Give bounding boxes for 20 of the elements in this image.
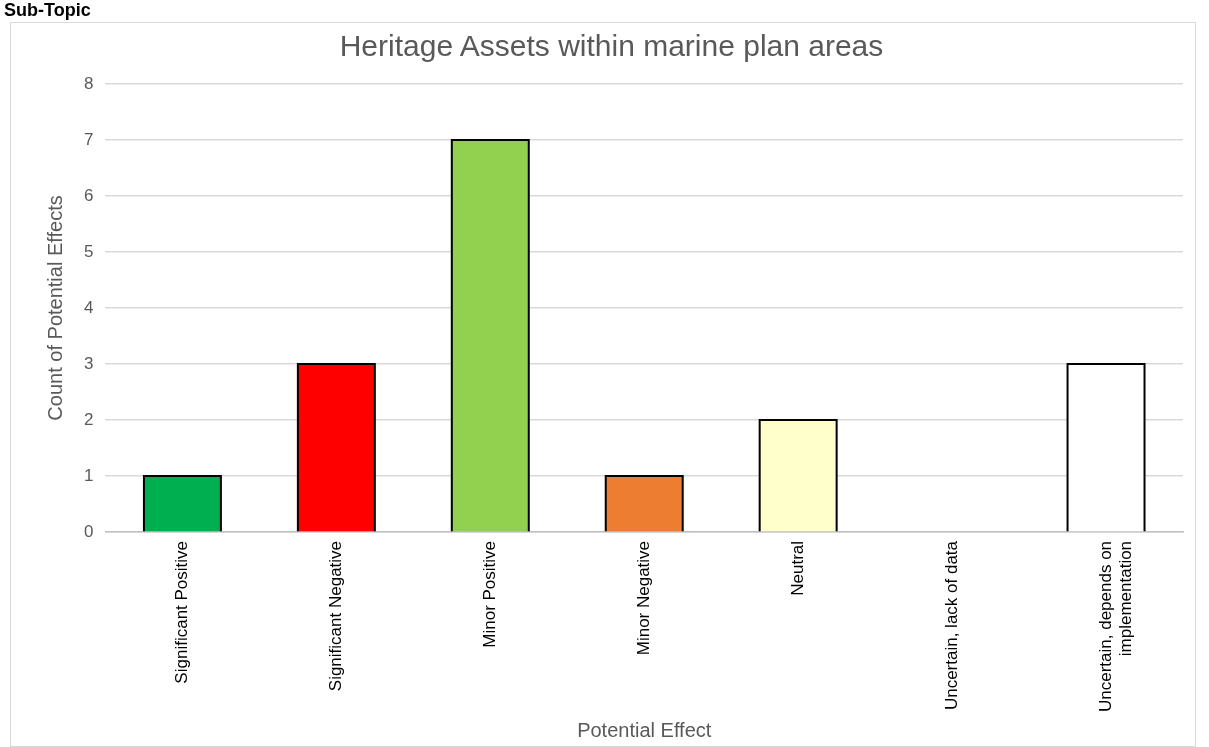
text: Sub-Topic [4, 0, 91, 20]
chart-title: Heritage Assets within marine plan areas [339, 29, 884, 63]
y-tick-label: 8 [83, 73, 94, 93]
x-axis-title: Potential Effect [577, 718, 712, 741]
y-tick-label: 3 [83, 353, 94, 373]
x-tick-label: Uncertain, depends on implementation [1095, 540, 1136, 712]
y-axis-title: Count of Potential Effects [43, 195, 66, 421]
y-tick-label: 1 [83, 465, 94, 485]
y-tick-label: 4 [83, 297, 94, 317]
y-tick-label: 7 [83, 129, 94, 149]
x-tick-label: Neutral [787, 540, 807, 596]
y-tick-label: 2 [83, 409, 94, 429]
x-tick-label: Significant Negative [326, 540, 346, 692]
y-tick-label: 0 [83, 521, 94, 541]
x-tick-label: Minor Negative [633, 540, 653, 656]
y-tick-label: 6 [83, 185, 94, 205]
x-tick-label: Minor Positive [479, 540, 499, 648]
x-tick-label: Uncertain, lack of data [941, 540, 961, 711]
y-tick-label: 5 [83, 241, 94, 261]
x-tick-label: Significant Positive [172, 540, 192, 684]
